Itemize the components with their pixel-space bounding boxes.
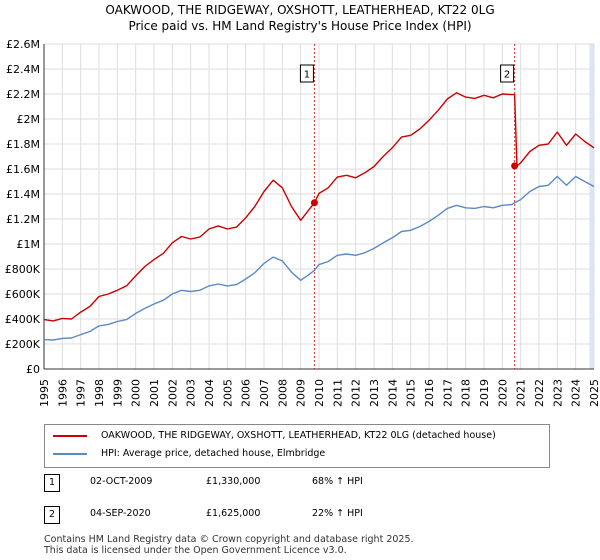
legend-swatch-property [53,435,87,437]
x-tick-label: 2015 [405,379,418,407]
chart-subtitle: Price paid vs. HM Land Registry's House … [128,19,472,33]
x-tick-label: 2005 [221,379,234,407]
footer-line-2: This data is licensed under the Open Gov… [44,545,347,556]
x-tick-label: 2000 [130,379,143,407]
legend: OAKWOOD, THE RIDGEWAY, OXSHOTT, LEATHERH… [44,424,550,468]
transaction-number: 1 [44,474,60,492]
x-tick-label: 2002 [166,379,179,407]
legend-swatch-hpi [53,453,87,455]
x-tick-label: 2013 [368,379,381,407]
x-tick-label: 2003 [185,379,198,407]
legend-label-hpi: HPI: Average price, detached house, Elmb… [101,448,326,459]
x-tick-label: 2001 [148,379,161,407]
table-row: 2 04-SEP-2020 £1,625,000 22% ↑ HPI [44,504,564,524]
y-tick-label: £1.4M [6,188,40,201]
footer: Contains HM Land Registry data © Crown c… [44,534,414,556]
property-price-line [43,92,595,322]
x-tick-label: 2006 [240,379,253,407]
x-tick-label: 2009 [295,379,308,407]
x-tick-label: 2012 [350,379,363,407]
marker-label-1: 1 [304,70,310,81]
x-tick-label: 2020 [496,379,509,407]
x-tick-label: 2014 [386,379,399,407]
x-tick-label: 2022 [533,379,546,407]
transaction-date: 02-OCT-2009 [90,476,153,487]
table-row: 1 02-OCT-2009 £1,330,000 68% ↑ HPI [44,472,564,492]
y-tick-label: £800K [5,263,41,276]
transaction-number: 2 [44,506,60,524]
x-tick-label: 2024 [570,379,583,407]
x-tick-label: 1997 [75,379,88,407]
legend-label-property: OAKWOOD, THE RIDGEWAY, OXSHOTT, LEATHERH… [101,430,496,441]
y-tick-label: £2.4M [6,63,40,76]
x-tick-label: 2017 [441,379,454,407]
x-tick-label: 2007 [258,379,271,407]
transaction-hpi: 68% ↑ HPI [312,476,363,487]
y-tick-label: £1.8M [6,138,40,151]
x-tick-label: 2021 [515,379,528,407]
transaction-price: £1,625,000 [206,508,261,519]
x-tick-label: 1995 [38,379,51,407]
x-tick-label: 1999 [111,379,124,407]
y-tick-label: £2.2M [6,88,40,101]
x-tick-label: 2004 [203,379,216,407]
x-tick-label: 2018 [460,379,473,407]
y-tick-label: £400K [5,313,41,326]
footer-line-1: Contains HM Land Registry data © Crown c… [44,534,414,545]
sale-point-1 [310,199,318,207]
x-tick-label: 1996 [56,379,69,407]
x-tick-label: 2025 [588,379,600,407]
sale-point-2 [511,162,519,170]
y-tick-label: £0 [26,363,40,376]
y-tick-label: £2M [17,113,41,126]
transaction-date: 04-SEP-2020 [90,508,151,519]
y-tick-label: £600K [5,288,41,301]
y-tick-label: £1.6M [6,163,40,176]
chart-area: £0 £200K £400K £600K £800K £1M £1.2M £1.4M £1.6M… [5,38,600,407]
y-tick-label: £1M [17,238,41,251]
x-tick-label: 2008 [276,379,289,407]
transaction-hpi: 22% ↑ HPI [312,508,363,519]
x-tick-label: 2016 [423,379,436,407]
x-tick-label: 2010 [313,379,326,407]
x-tick-label: 2023 [551,379,564,407]
marker-box-1 [299,64,314,83]
marker-label-2: 2 [504,70,510,81]
x-tick-label: 1998 [93,379,106,407]
y-tick-label: £2.6M [6,38,40,51]
chart-title: OAKWOOD, THE RIDGEWAY, OXSHOTT, LEATHERH… [105,3,495,17]
marker-box-2 [500,64,515,83]
x-tick-label: 2011 [331,379,344,407]
x-tick-label: 2019 [478,379,491,407]
forecast-shade [589,44,594,369]
transaction-price: £1,330,000 [206,476,261,487]
hpi-line [43,175,595,341]
y-tick-label: £1.2M [6,213,40,226]
y-tick-label: £200K [5,338,41,351]
